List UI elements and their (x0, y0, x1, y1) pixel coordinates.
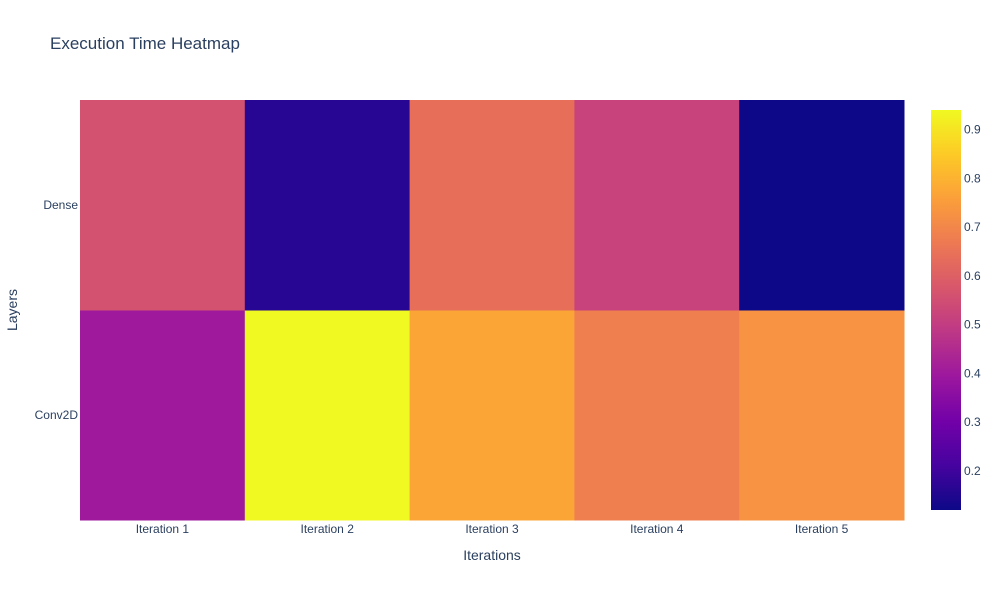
y-axis-ticks: Conv2D Dense (35, 198, 79, 422)
heatmap-cell-dense-2[interactable] (244, 100, 411, 311)
heatmap-cell-dense-5[interactable] (739, 100, 905, 311)
colorbar-tick-label: 0.7 (964, 220, 981, 234)
heatmap-cell-dense-1[interactable] (80, 100, 246, 311)
colorbar-tick-label: 0.3 (964, 415, 981, 429)
colorbar: 0.2 0.3 0.4 0.5 0.6 0.7 0.8 0.9 (931, 110, 981, 510)
heatmap-cell-conv2d-4[interactable] (574, 310, 740, 521)
x-tick-label: Iteration 5 (795, 522, 849, 536)
y-tick-label: Dense (43, 198, 78, 212)
x-tick-label: Iteration 2 (301, 522, 355, 536)
colorbar-tick-label: 0.5 (964, 318, 981, 332)
x-tick-label: Iteration 1 (136, 522, 190, 536)
heatmap-cell-conv2d-2[interactable] (244, 310, 411, 521)
heatmap-cell-conv2d-5[interactable] (739, 310, 905, 521)
colorbar-tick-label: 0.2 (964, 464, 981, 478)
colorbar-ticks: 0.2 0.3 0.4 0.5 0.6 0.7 0.8 0.9 (964, 123, 981, 478)
heatmap-cells (80, 100, 905, 521)
y-axis-title: Layers (4, 289, 20, 331)
chart-title: Execution Time Heatmap (50, 34, 240, 53)
x-tick-label: Iteration 4 (630, 522, 684, 536)
x-axis-title: Iterations (463, 547, 521, 563)
colorbar-gradient (931, 110, 961, 510)
x-tick-label: Iteration 3 (465, 522, 519, 536)
y-tick-label: Conv2D (35, 408, 79, 422)
colorbar-tick-label: 0.8 (964, 171, 981, 185)
colorbar-tick-label: 0.4 (964, 366, 981, 380)
colorbar-tick-label: 0.9 (964, 123, 981, 137)
heatmap-cell-conv2d-3[interactable] (409, 310, 575, 521)
heatmap-cell-conv2d-1[interactable] (80, 310, 246, 521)
colorbar-tick-label: 0.6 (964, 269, 981, 283)
heatmap-cell-dense-3[interactable] (409, 100, 575, 311)
x-axis-ticks: Iteration 1 Iteration 2 Iteration 3 Iterati… (136, 522, 849, 536)
heatmap-cell-dense-4[interactable] (574, 100, 740, 311)
